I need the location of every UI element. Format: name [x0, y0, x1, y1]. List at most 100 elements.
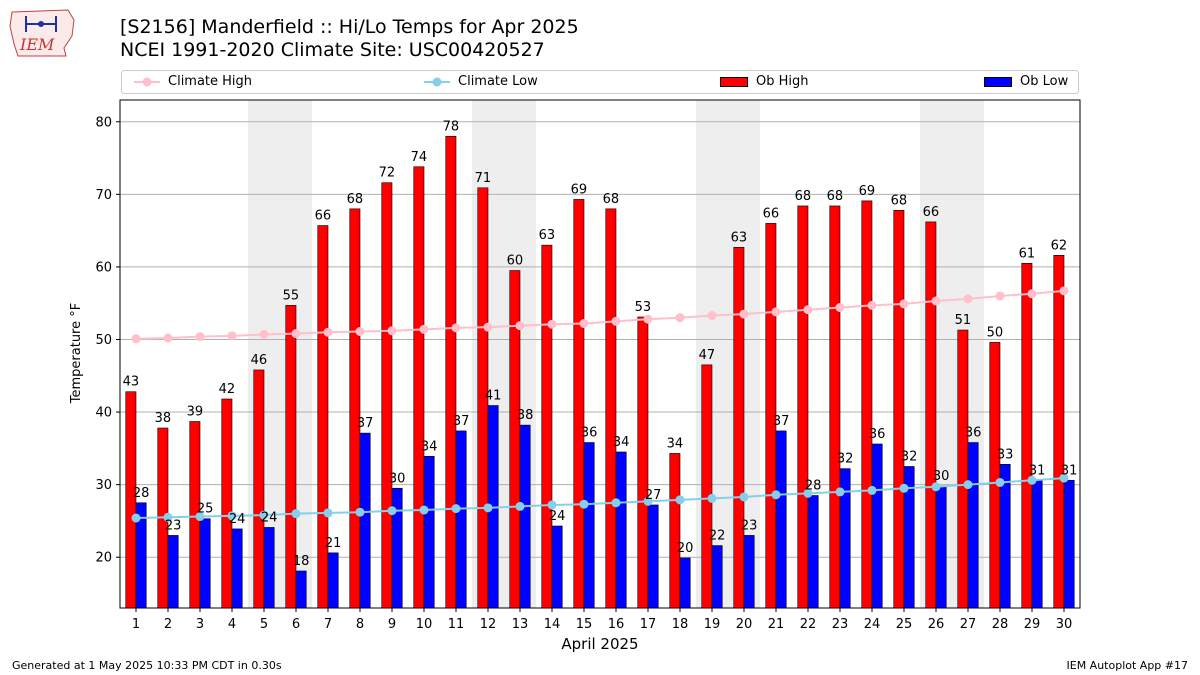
- x-tick-label: 1: [132, 617, 140, 632]
- ob-low-bar: [647, 504, 659, 609]
- climate-high-point: [131, 334, 141, 344]
- ob-low-label: 30: [933, 469, 950, 484]
- legend-item-climate-high: Climate High: [134, 74, 252, 89]
- climate-high-point: [995, 291, 1005, 301]
- ob-low-label: 28: [805, 479, 822, 494]
- ob-high-bar: [637, 316, 649, 609]
- ob-low-label: 31: [1029, 463, 1046, 478]
- x-tick-label: 8: [356, 617, 364, 632]
- ob-low-bar: [583, 442, 595, 609]
- ob-high-label: 68: [795, 189, 812, 204]
- ob-high-label: 68: [347, 192, 364, 207]
- y-tick-label: 80: [95, 115, 112, 130]
- ob-low-label: 21: [325, 536, 342, 551]
- x-tick-label: 2: [164, 617, 172, 632]
- ob-low-label: 31: [1061, 463, 1078, 478]
- ob-low-bar: [391, 487, 403, 609]
- x-tick-label: 11: [448, 617, 465, 632]
- x-tick-label: 7: [324, 617, 332, 632]
- x-tick-label: 9: [388, 617, 396, 632]
- ob-low-label: 34: [613, 435, 630, 450]
- climate-low-point: [867, 485, 877, 495]
- ob-high-bar: [1053, 255, 1065, 609]
- climate-low-point: [931, 482, 941, 492]
- ob-high-label: 66: [763, 206, 780, 221]
- ob-low-bar: [807, 495, 819, 609]
- climate-low-point: [227, 511, 237, 521]
- climate-high-point: [803, 305, 813, 315]
- climate-low-point: [259, 510, 269, 520]
- y-tick-label: 70: [95, 188, 112, 203]
- climate-high-point: [643, 314, 653, 324]
- climate-high-point: [867, 300, 877, 310]
- ob-high-bar: [925, 221, 937, 609]
- legend-item-ob-low: Ob Low: [984, 74, 1068, 89]
- ob-high-label: 62: [1051, 238, 1068, 253]
- x-tick-label: 15: [576, 617, 593, 632]
- climate-high-point: [771, 307, 781, 317]
- ob-low-label: 24: [549, 509, 566, 524]
- ob-high-label: 66: [923, 205, 940, 220]
- ob-high-bar: [605, 208, 617, 609]
- ob-low-bar: [775, 430, 787, 609]
- ob-low-bar: [167, 535, 179, 609]
- x-tick-label: 16: [608, 617, 625, 632]
- ob-high-bar: [445, 135, 457, 609]
- ob-low-label: 36: [965, 426, 982, 441]
- y-tick-label: 30: [95, 478, 112, 493]
- climate-high-point: [451, 323, 461, 333]
- climate-low-point: [387, 506, 397, 516]
- ob-low-label: 24: [261, 510, 278, 525]
- climate-low-point: [323, 508, 333, 518]
- ob-low-bar: [679, 557, 691, 609]
- climate-low-point: [195, 512, 205, 522]
- ob-low-bar: [615, 451, 627, 609]
- ob-low-label: 38: [517, 408, 534, 423]
- ob-high-label: 42: [219, 382, 236, 397]
- climate-high-point: [547, 319, 557, 329]
- x-tick-label: 25: [896, 617, 913, 632]
- y-tick-label: 60: [95, 260, 112, 275]
- ob-low-label: 28: [133, 486, 150, 501]
- x-tick-label: 18: [672, 617, 689, 632]
- climate-low-point: [611, 498, 621, 508]
- climate-low-point: [707, 493, 717, 503]
- ob-low-label: 36: [869, 427, 886, 442]
- ob-high-bar: [573, 199, 585, 609]
- x-tick-label: 24: [864, 617, 881, 632]
- ob-low-bar: [743, 535, 755, 609]
- ob-low-bar: [935, 485, 947, 609]
- climate-high-point: [291, 329, 301, 339]
- x-tick-label: 6: [292, 617, 300, 632]
- climate-low-point: [675, 495, 685, 505]
- climate-low-point: [579, 499, 589, 509]
- climate-low-point: [547, 500, 557, 510]
- y-tick-label: 20: [95, 551, 112, 566]
- ob-high-bar: [797, 205, 809, 609]
- ob-high-bar: [253, 369, 265, 609]
- legend-label: Ob Low: [1020, 74, 1069, 89]
- climate-high-point: [707, 311, 717, 321]
- chart-subtitle: NCEI 1991-2020 Climate Site: USC00420527: [120, 39, 545, 61]
- ob-high-label: 66: [315, 209, 332, 224]
- ob-low-label: 37: [453, 414, 470, 429]
- ob-high-label: 78: [443, 119, 460, 134]
- ob-low-bar: [1063, 479, 1075, 609]
- ob-low-bar: [327, 552, 339, 609]
- climate-low-point: [739, 492, 749, 502]
- x-tick-label: 14: [544, 617, 561, 632]
- ob-high-label: 38: [155, 411, 172, 426]
- climate-high-point: [195, 332, 205, 342]
- climate-low-point: [419, 505, 429, 515]
- climate-low-point: [803, 488, 813, 498]
- y-axis-label: Temperature °F: [69, 303, 84, 404]
- x-tick-label: 3: [196, 617, 204, 632]
- ob-low-label: 18: [293, 554, 310, 569]
- ob-high-label: 63: [539, 228, 556, 243]
- ob-high-label: 34: [667, 436, 684, 451]
- ob-low-label: 25: [197, 502, 214, 517]
- legend-label: Ob High: [756, 74, 809, 89]
- ob-high-label: 60: [507, 254, 524, 269]
- ob-high-bar: [381, 182, 393, 609]
- ob-high-bar: [733, 247, 745, 609]
